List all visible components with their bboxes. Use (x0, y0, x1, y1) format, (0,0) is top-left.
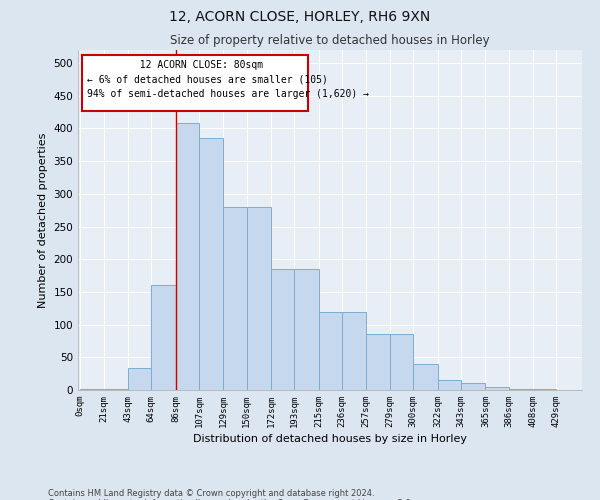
Bar (365, 334, 390, 390)
Bar (128, 368, 151, 390)
Text: 94% of semi-detached houses are larger (1,620) →: 94% of semi-detached houses are larger (… (87, 89, 369, 99)
Y-axis label: Number of detached properties: Number of detached properties (38, 132, 48, 308)
Bar (247, 207, 271, 390)
Bar (390, 334, 413, 390)
Bar (413, 364, 437, 390)
Bar (437, 380, 461, 390)
Bar (485, 388, 509, 390)
Bar (223, 207, 247, 390)
Bar (461, 384, 485, 390)
Text: Contains public sector information licensed under the Open Government Licence v3: Contains public sector information licen… (48, 498, 413, 500)
Bar (151, 286, 176, 390)
Bar (295, 269, 319, 390)
Bar (271, 269, 295, 390)
Bar (319, 312, 342, 390)
Title: Size of property relative to detached houses in Horley: Size of property relative to detached ho… (170, 34, 490, 48)
Bar (82, 55, 308, 111)
Text: 12, ACORN CLOSE, HORLEY, RH6 9XN: 12, ACORN CLOSE, HORLEY, RH6 9XN (169, 10, 431, 24)
X-axis label: Distribution of detached houses by size in Horley: Distribution of detached houses by size … (193, 434, 467, 444)
Text: Contains HM Land Registry data © Crown copyright and database right 2024.: Contains HM Land Registry data © Crown c… (48, 488, 374, 498)
Bar (342, 312, 365, 390)
Bar (104, 388, 128, 390)
Text: 12 ACORN CLOSE: 80sqm: 12 ACORN CLOSE: 80sqm (128, 60, 263, 70)
Bar (176, 123, 199, 390)
Bar (199, 138, 223, 390)
Text: ← 6% of detached houses are smaller (105): ← 6% of detached houses are smaller (105… (87, 75, 328, 85)
